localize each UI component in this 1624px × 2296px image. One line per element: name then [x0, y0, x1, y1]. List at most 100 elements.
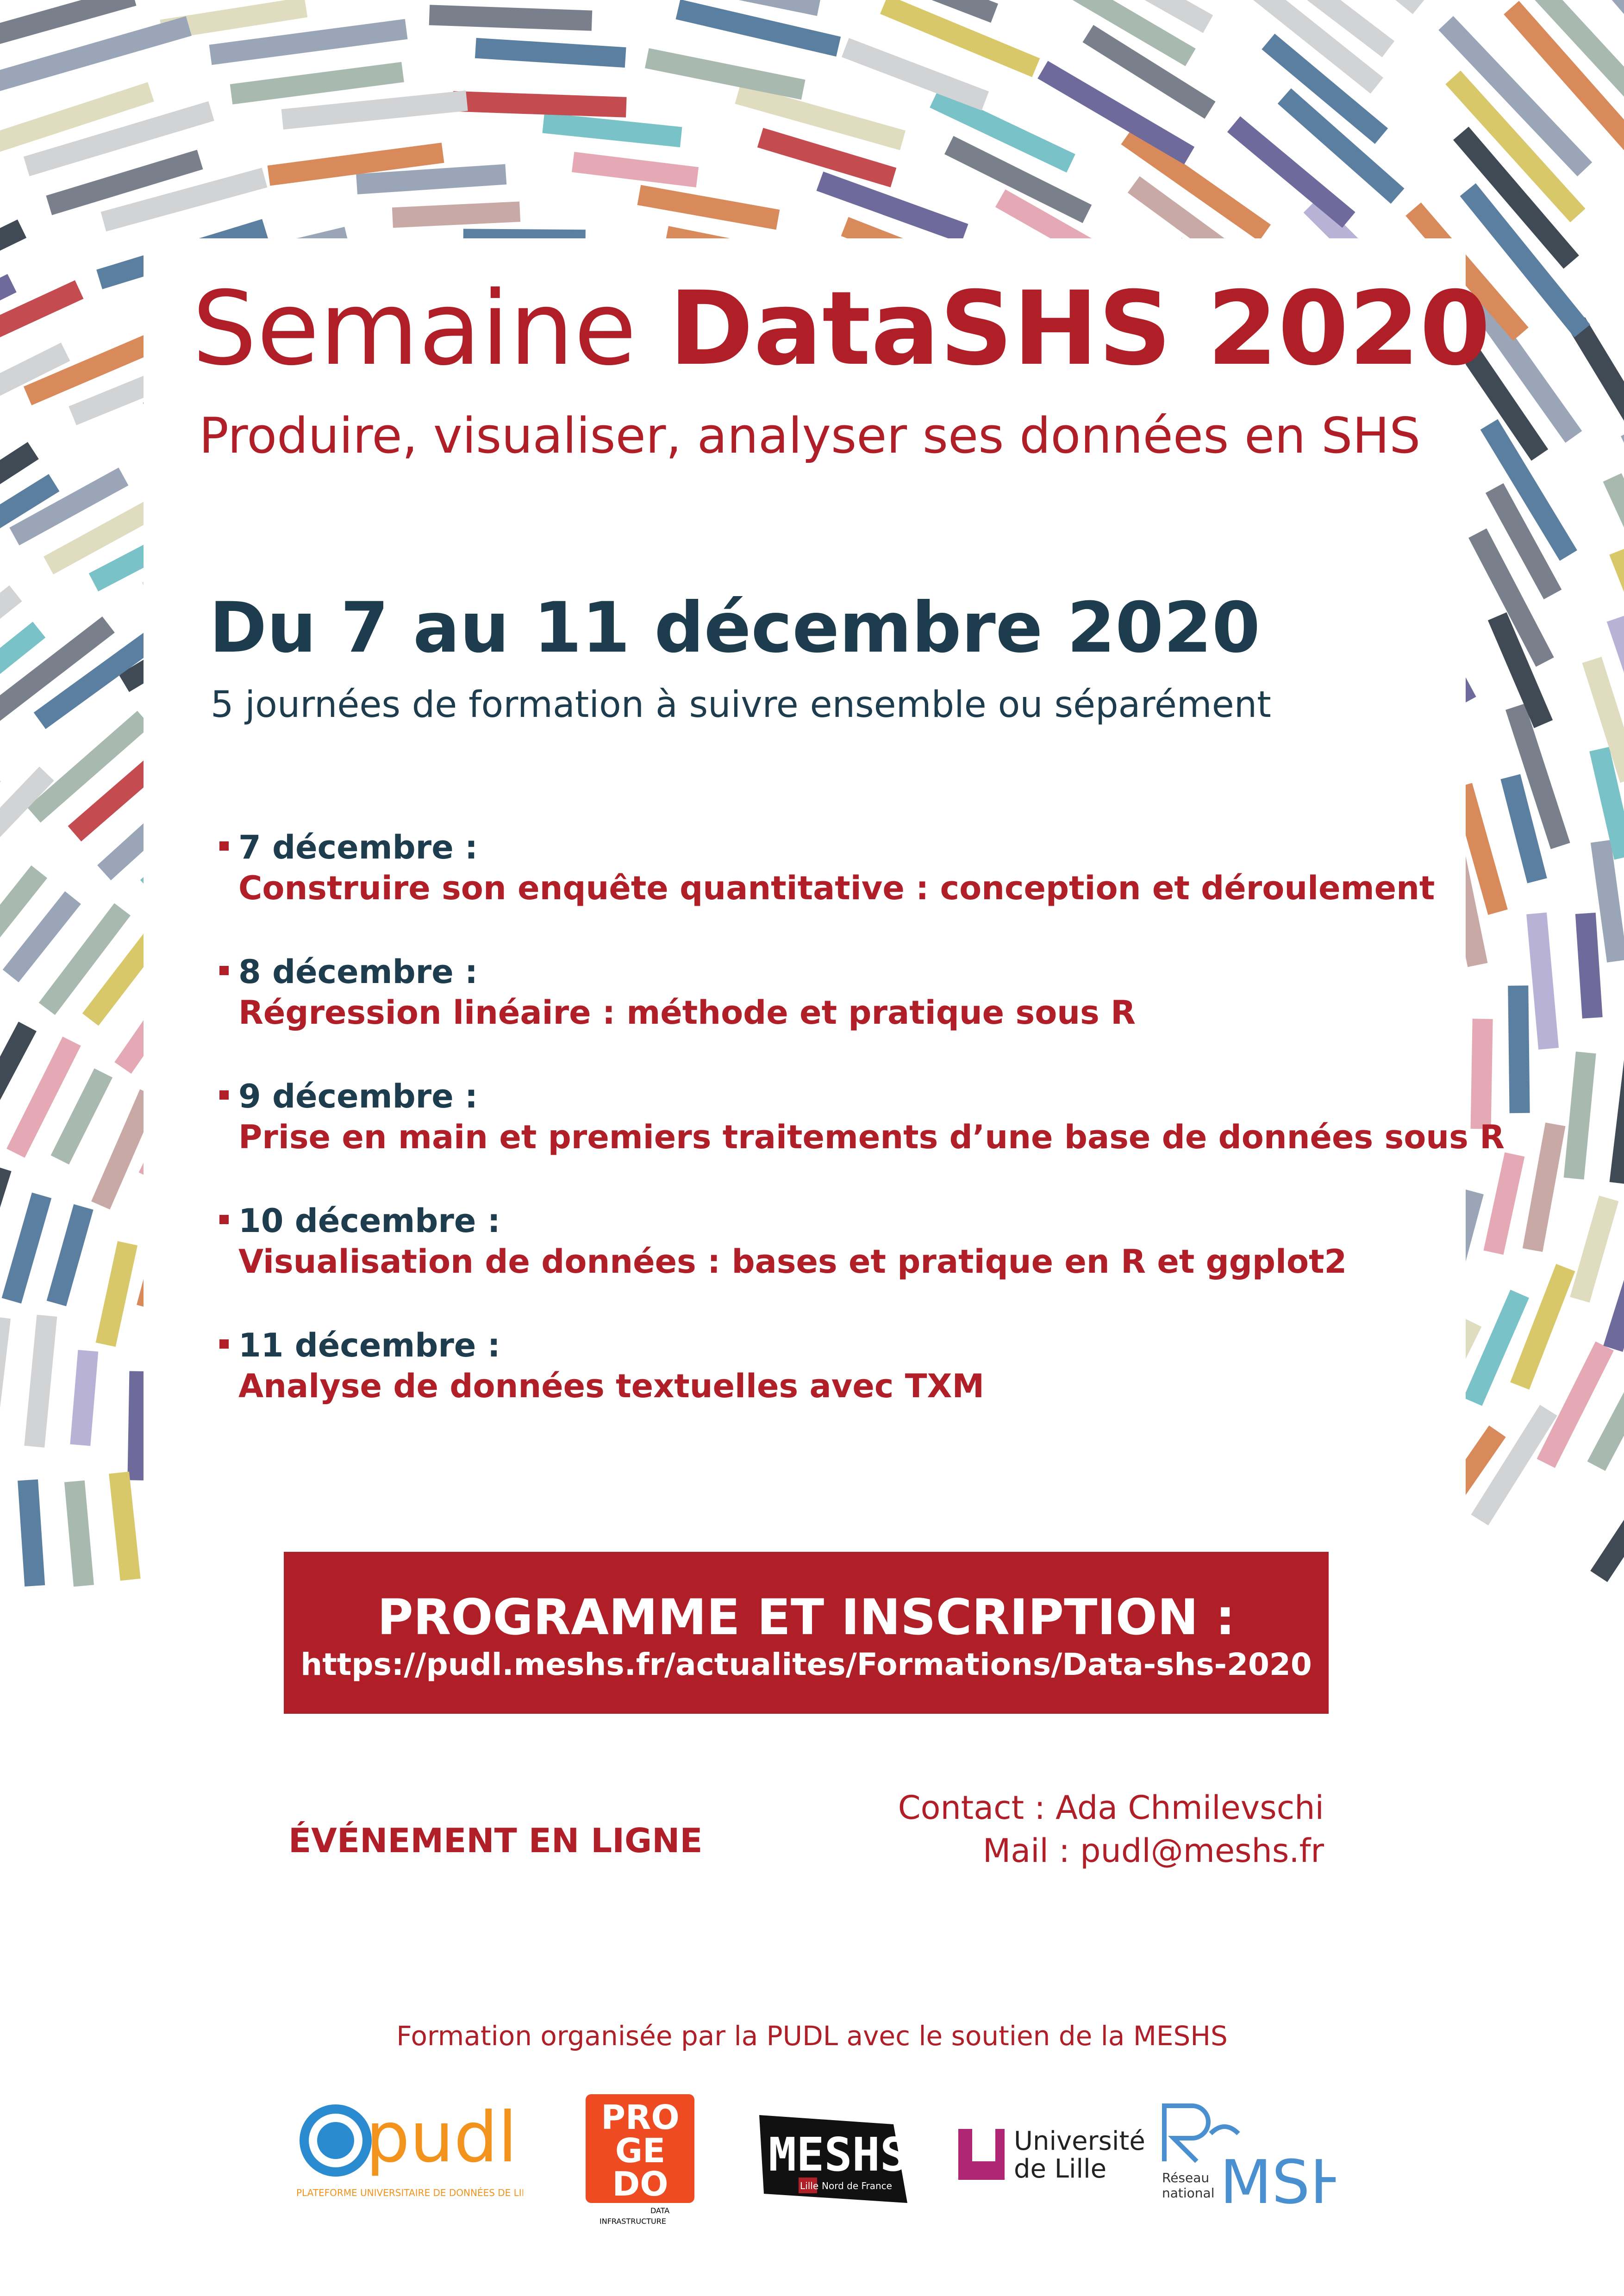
- stripe: [44, 500, 156, 575]
- stripe: [675, 0, 841, 57]
- stripe: [452, 91, 627, 118]
- title-bold: DataSHS 2020: [668, 269, 1491, 388]
- stripe: [392, 201, 521, 228]
- stripe: [816, 171, 968, 243]
- stripe: [2, 891, 81, 983]
- logo-pudl-ring: [300, 2104, 372, 2177]
- bullet: [219, 1339, 229, 1349]
- stripe: [281, 90, 468, 130]
- stripe: [842, 38, 989, 111]
- logo-rnmsh-text: Réseau: [1162, 2170, 1209, 2185]
- session-date: 8 décembre :: [238, 953, 478, 991]
- title-light: Semaine: [192, 269, 637, 388]
- stripe: [1471, 1405, 1557, 1526]
- stripe: [1082, 25, 1216, 119]
- stripe: [1590, 840, 1624, 963]
- stripe: [1487, 612, 1553, 728]
- stripe: [1505, 703, 1570, 849]
- stripe: [1485, 483, 1562, 600]
- logo-lille-line: Université: [1014, 2126, 1145, 2156]
- stripe: [944, 136, 1092, 224]
- logo-progedo-line: DO: [612, 2165, 668, 2203]
- stripe: [1537, 1341, 1614, 1468]
- stripe: [1522, 1122, 1566, 1252]
- stripe: [33, 630, 159, 729]
- stripe: [637, 185, 780, 230]
- stripe: [735, 84, 906, 150]
- session-title: Régression linéaire : méthode et pratiqu…: [238, 994, 1136, 1032]
- logo-progedo-caption: INFRASTRUCTURE: [600, 2217, 666, 2226]
- stripe: [1453, 126, 1579, 269]
- stripe: [1470, 1019, 1493, 1129]
- event-mode: ÉVÉNEMENT EN LIGNE: [288, 1821, 703, 1860]
- stripe: [160, 0, 308, 40]
- stripe: [757, 128, 897, 187]
- stripe: [1460, 183, 1590, 338]
- stripe: [267, 143, 444, 186]
- stripe: [1121, 127, 1271, 242]
- logo-pudl-caption: PLATEFORME UNIVERSITAIRE DE DONNÉES DE L…: [296, 2187, 523, 2198]
- content-panel: [144, 238, 1466, 2296]
- stripe: [1500, 774, 1547, 884]
- bullet: [219, 841, 229, 851]
- stripe: [209, 19, 408, 65]
- session-date: 7 décembre :: [238, 828, 478, 866]
- stripe: [1058, 0, 1196, 66]
- stripe: [0, 766, 54, 874]
- cta-title: PROGRAMME ET INSCRIPTION :: [377, 1589, 1235, 1646]
- stripe: [1570, 1195, 1619, 1303]
- logo-meshs-city: Lille: [800, 2180, 818, 2191]
- stripe: [1, 1192, 52, 1304]
- stripe: [542, 112, 682, 148]
- stripe: [1227, 116, 1355, 228]
- stripe: [64, 1480, 94, 1587]
- stripe: [1235, 0, 1395, 57]
- cta-url[interactable]: https://pudl.meshs.fr/actualites/Formati…: [300, 1647, 1312, 1682]
- logo-rnmsh: Réseau national MSH: [1162, 2103, 1336, 2212]
- logo-meshs-region: Nord de France: [822, 2180, 892, 2191]
- stripe: [23, 101, 214, 176]
- stripe: [1587, 1367, 1624, 1471]
- dates-title: Du 7 au 11 décembre 2020: [209, 588, 1261, 668]
- stripe: [0, 0, 137, 52]
- stripe: [0, 616, 115, 725]
- stripe: [1471, 299, 1582, 443]
- stripe: [0, 1021, 37, 1132]
- stripe: [0, 219, 27, 316]
- dates-subtitle: 5 journées de formation à suivre ensembl…: [211, 684, 1271, 726]
- session-title: Prise en main et premiers traitements d’…: [238, 1118, 1505, 1156]
- stripe: [0, 16, 192, 94]
- stripe: [1508, 985, 1530, 1114]
- stripe: [0, 342, 70, 419]
- session-title: Analyse de données textuelles avec TXM: [238, 1367, 985, 1405]
- stripe: [0, 865, 48, 967]
- logo-pudl-dot: [317, 2122, 354, 2159]
- bullet: [219, 1090, 229, 1100]
- stripe: [46, 1204, 94, 1307]
- stripe: [1043, 0, 1213, 33]
- cta-box: PROGRAMME ET INSCRIPTION : https://pudl.…: [284, 1552, 1329, 1714]
- stripe: [109, 1471, 141, 1581]
- stripe: [1590, 1456, 1624, 1582]
- stripe: [1463, 1289, 1529, 1406]
- logo-lille-mark: [958, 2129, 1005, 2180]
- stripe: [23, 332, 159, 405]
- subtitle: Produire, visualiser, analyser ses donné…: [199, 407, 1421, 464]
- stripe: [0, 474, 60, 561]
- contact-mail[interactable]: Mail : pudl@meshs.fr: [982, 1832, 1324, 1870]
- stripe: [1250, 0, 1383, 94]
- logo-progedo-caption: DATA: [650, 2206, 669, 2215]
- stripe: [636, 0, 821, 16]
- logo-rnmsh-text: national: [1162, 2185, 1214, 2201]
- logo-lille: Université de Lille: [958, 2126, 1145, 2184]
- stripe: [1462, 347, 1549, 461]
- stripe: [50, 1068, 113, 1165]
- logo-progedo-line: GE: [615, 2131, 665, 2170]
- logo-meshs-shape: [759, 2115, 907, 2203]
- stripe: [572, 152, 699, 187]
- logo-meshs-tag: [799, 2178, 817, 2193]
- stripe: [230, 62, 404, 105]
- stripe: [1609, 1060, 1624, 1185]
